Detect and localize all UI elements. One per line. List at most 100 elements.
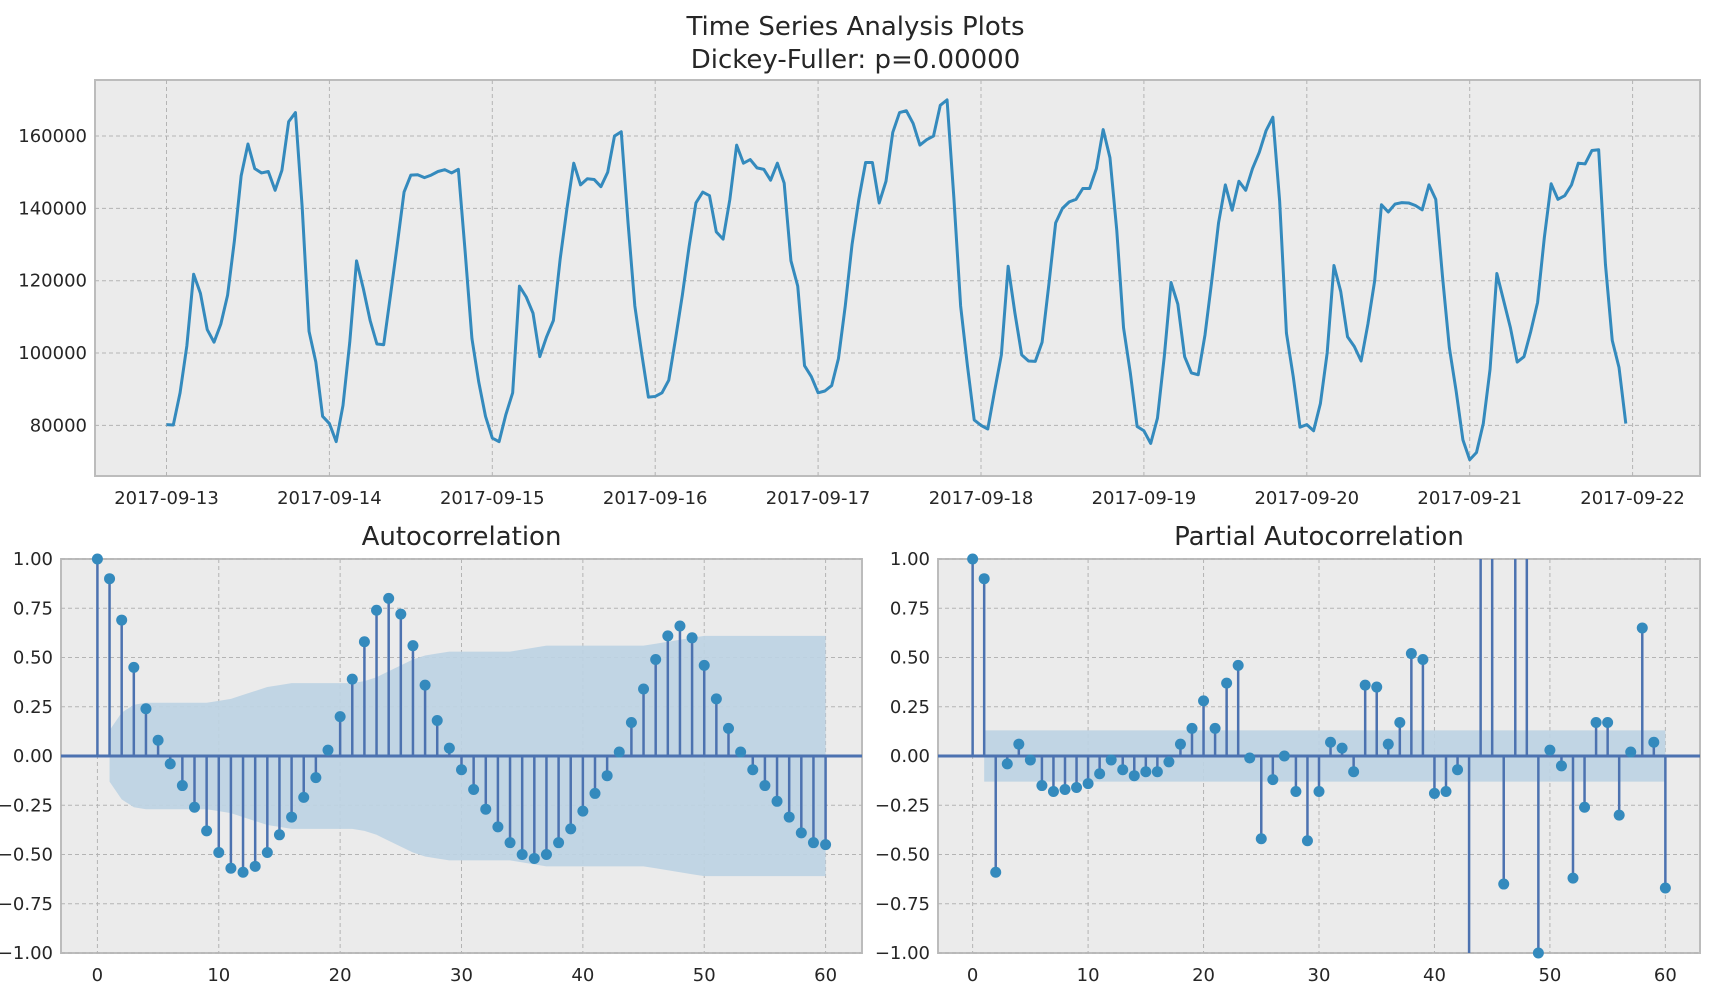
stem-marker [565, 823, 577, 835]
stem-marker [1532, 947, 1544, 959]
stem-marker [1348, 766, 1360, 778]
y-tick-label: 0.75 [890, 598, 930, 619]
stem-marker [1313, 785, 1325, 797]
stem-marker [540, 849, 552, 860]
stem-marker [990, 866, 1002, 878]
stem-marker [1382, 738, 1394, 750]
stem-marker [1105, 754, 1117, 766]
stem-marker [1024, 754, 1036, 766]
stem-marker [638, 683, 650, 695]
stem-marker [468, 783, 480, 795]
stem-marker [1613, 809, 1625, 821]
x-tick-label: 20 [329, 965, 352, 986]
stem-marker [1636, 622, 1648, 634]
stem-marker [516, 849, 528, 860]
stem-marker [807, 837, 819, 849]
stem-marker [164, 758, 176, 770]
panel-title: Autocorrelation [362, 522, 562, 552]
stem-marker [91, 553, 103, 565]
stem-marker [128, 661, 140, 673]
stem-marker [1209, 722, 1221, 734]
stem-marker [189, 801, 200, 813]
x-tick-label: 10 [207, 965, 230, 986]
stem-marker [358, 636, 370, 648]
stem-marker [1452, 764, 1464, 776]
stem-marker [771, 795, 783, 807]
x-tick-label: 2017-09-17 [766, 488, 871, 509]
stem-marker [1301, 835, 1313, 847]
stem-marker [310, 772, 322, 784]
stem-marker [1405, 648, 1417, 660]
x-tick-label: 40 [571, 965, 594, 986]
y-tick-label: 160000 [18, 126, 87, 147]
stem-marker [978, 573, 990, 585]
stem-marker [456, 764, 467, 776]
x-tick-label: 2017-09-20 [1254, 488, 1359, 509]
plot-area [94, 79, 1701, 477]
stem-marker [1198, 695, 1210, 707]
panel-title: Partial Autocorrelation [1174, 522, 1464, 552]
stem-marker [1140, 766, 1152, 778]
stem-marker [1440, 785, 1452, 797]
stem-marker [140, 703, 152, 715]
stem-marker [1186, 722, 1198, 734]
x-tick-label: 2017-09-16 [603, 488, 708, 509]
stem-marker [383, 592, 395, 604]
x-tick-label: 2017-09-14 [277, 488, 382, 509]
y-tick-label: 0.00 [890, 746, 930, 767]
stem-marker [589, 787, 601, 799]
stem-marker [1417, 653, 1429, 665]
y-tick-label: 120000 [18, 271, 87, 292]
stem-marker [759, 780, 771, 792]
x-tick-label: 2017-09-21 [1417, 488, 1522, 509]
stem-marker [1174, 738, 1186, 750]
y-tick-label: −0.50 [875, 845, 930, 866]
stem-marker [795, 827, 807, 839]
stem-marker [1151, 766, 1163, 778]
x-tick-label: 0 [92, 965, 103, 986]
stem-marker [322, 744, 334, 756]
y-tick-label: −0.25 [875, 795, 930, 816]
stem-marker [1163, 756, 1175, 768]
stem-marker [1117, 764, 1129, 776]
stem-marker [1047, 785, 1059, 797]
stem-marker [104, 573, 116, 585]
stem-marker [201, 825, 213, 837]
stem-marker [346, 673, 358, 685]
stem-marker [1336, 742, 1348, 754]
x-tick-label: 2017-09-13 [114, 488, 219, 509]
stem-marker [1036, 780, 1048, 792]
stem-marker [1590, 717, 1602, 729]
stem-marker [176, 780, 188, 792]
stem-marker [152, 734, 164, 746]
stem-marker [601, 770, 613, 782]
x-tick-label: 20 [1192, 965, 1215, 986]
stem-marker [431, 715, 443, 727]
stem-marker [674, 620, 686, 632]
stem-marker [820, 839, 832, 851]
x-tick-label: 2017-09-19 [1092, 488, 1197, 509]
stem-marker [261, 847, 273, 859]
stem-marker [747, 764, 759, 776]
figure-title: Time Series Analysis Plots [685, 12, 1024, 42]
stem-marker [334, 711, 346, 723]
stem-marker [419, 679, 431, 691]
stem-marker [650, 653, 662, 665]
stem-marker [967, 553, 979, 565]
stem-marker [1232, 659, 1244, 671]
x-tick-label: 30 [1308, 965, 1331, 986]
stem-marker [1579, 801, 1591, 813]
stem-marker [735, 746, 747, 758]
autocorrelation-plot: Autocorrelation 0 10 20 30 40 50 60 1.00 0.75 0.50… [0, 522, 863, 986]
stem-marker [1013, 738, 1025, 750]
stem-marker [116, 614, 128, 626]
x-tick-label: 2017-09-22 [1580, 488, 1685, 509]
x-tick-label: 60 [814, 965, 837, 986]
x-tick-label: 40 [1423, 965, 1446, 986]
y-tick-label: −0.75 [875, 894, 930, 915]
stem-marker [1082, 778, 1094, 790]
stem-marker [286, 811, 298, 823]
time-series-plot: 2017-09-13 2017-09-14 2017-09-15 2017-09-16… [18, 79, 1701, 509]
stem-marker [1498, 878, 1510, 890]
